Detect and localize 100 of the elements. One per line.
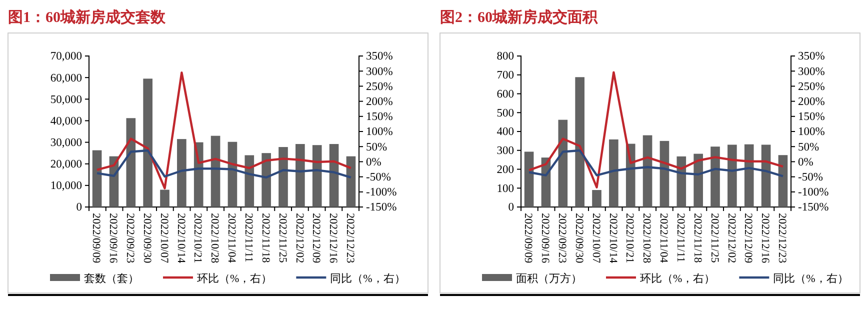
y2-tick-label: -50% [798,171,824,184]
x-tick-label: 2022/11/25 [708,213,720,264]
bar [778,155,788,207]
bar [592,190,602,207]
y-tick-label: 800 [496,50,514,63]
y2-tick-label: 250% [366,80,394,93]
y2-tick-label: 350% [798,50,826,63]
x-tick-label: 2022/09/16 [539,213,552,264]
bar [609,139,618,207]
bar [744,144,754,207]
x-tick-label: 2022/11/25 [276,213,288,264]
bar [329,144,339,207]
y2-tick-label: 250% [798,80,826,93]
bar [660,140,670,207]
x-tick-label: 2022/09/30 [572,213,585,264]
chart-title: 图2：60城新房成交面积 [440,8,598,26]
x-tick-label: 2022/12/16 [327,213,340,264]
y-tick-label: 40,000 [50,115,82,128]
bar [296,144,305,207]
legend-label: 环比（%，右） [197,272,272,285]
y2-tick-label: 0% [798,156,814,168]
y2-tick-label: -100% [798,186,830,199]
bar [710,146,720,207]
y2-tick-label: 150% [798,111,826,124]
bar [761,144,771,207]
legend-label: 同比（%，右） [773,272,848,285]
x-tick-label: 2022/10/21 [192,213,204,264]
bar [346,156,356,207]
x-tick-label: 2022/09/30 [140,213,153,264]
x-tick-label: 2022/10/28 [640,213,653,264]
y-tick-label: 300 [496,145,514,158]
x-tick-label: 2022/11/11 [674,213,687,262]
bar [728,144,737,207]
y-tick-label: 200 [496,164,514,176]
x-tick-label: 2022/09/23 [124,213,136,264]
x-tick-label: 2022/12/02 [293,213,306,264]
bar [312,145,322,207]
x-tick-label: 2022/12/09 [310,213,322,264]
x-tick-label: 2022/10/14 [606,213,619,264]
x-tick-label: 2022/11/18 [259,213,272,264]
y-tick-label: 70,000 [50,50,82,63]
bar [210,136,220,207]
y-tick-label: 20,000 [50,158,82,171]
x-tick-label: 2022/12/16 [759,213,772,264]
y-tick-label: 100 [496,182,514,195]
x-tick-label: 2022/11/04 [226,213,238,264]
x-tick-label: 2022/11/18 [691,213,704,264]
legend-label: 环比（%，右） [640,272,716,285]
y-tick-label: 0 [76,202,82,214]
y2-tick-label: -100% [366,186,398,199]
x-tick-label: 2022/10/28 [208,213,221,264]
x-tick-label: 2022/12/23 [344,213,356,264]
bar [524,152,534,207]
line-series [96,149,352,179]
y-tick-label: 60,000 [50,72,82,84]
x-tick-label: 2022/12/02 [725,213,738,264]
x-tick-label: 2022/10/07 [590,213,602,264]
bar [177,139,186,207]
bar [143,78,152,207]
x-tick-label: 2022/10/14 [174,213,187,264]
y2-tick-label: -50% [366,171,392,184]
x-tick-label: 2022/12/09 [742,213,754,264]
x-tick-label: 2022/11/04 [658,213,670,264]
bar [126,118,136,207]
x-tick-label: 2022/10/21 [624,213,636,264]
y2-tick-label: 100% [366,126,394,138]
legend-label: 套数（套） [84,273,139,285]
chart-title: 图1：60城新房成交套数 [8,8,166,26]
bar [244,155,254,207]
y-tick-label: 700 [496,70,514,82]
y2-tick-label: 300% [798,66,826,78]
y-tick-label: 30,000 [50,136,82,149]
y2-tick-label: 200% [798,96,826,108]
legend-label: 面积（万方） [516,272,582,285]
x-tick-label: 2022/12/23 [776,213,788,264]
bar [575,77,584,207]
y-tick-label: 500 [496,107,514,120]
x-tick-label: 2022/09/09 [522,213,534,264]
line-series [528,71,784,188]
y2-tick-label: 350% [366,50,394,63]
bar [278,147,288,207]
bar [160,190,170,207]
bar [92,150,102,207]
y2-tick-label: 200% [366,96,394,108]
y-tick-label: 600 [496,88,514,100]
line-series [528,149,784,178]
bar [676,156,686,207]
bar [262,153,271,207]
x-tick-label: 2022/09/16 [107,213,120,264]
y2-tick-label: 100% [798,126,826,138]
bar [642,135,652,207]
x-tick-label: 2022/10/07 [158,213,170,264]
bar [694,154,703,207]
y-tick-label: 10,000 [50,180,82,192]
y2-tick-label: 50% [366,141,388,154]
bar [228,142,238,207]
bar [558,120,568,207]
y-tick-label: 400 [496,126,514,138]
y-tick-label: 50,000 [50,94,82,106]
x-tick-label: 2022/09/23 [556,213,568,264]
